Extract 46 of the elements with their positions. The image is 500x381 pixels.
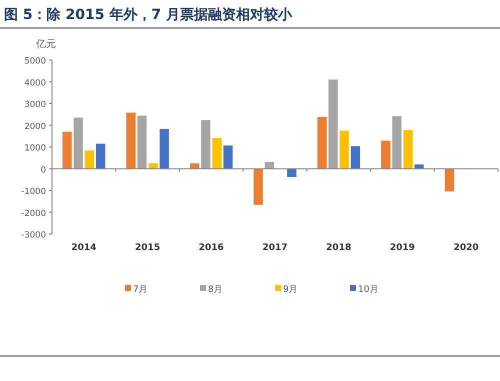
y-tick-label: 3000 [24,100,46,110]
bar [160,128,169,169]
x-tick-label: 2020 [454,243,479,253]
bar [340,130,349,169]
legend-label: 9月 [283,285,298,295]
bar [74,118,83,169]
bar [212,138,222,169]
bar [84,150,94,169]
y-tick-label: -3000 [21,230,46,240]
y-tick-label: -2000 [21,208,46,219]
bar [403,130,413,169]
legend-label: 8月 [208,285,223,295]
y-tick-label: 5000 [24,56,46,66]
chart-title: 图 5：除 2015 年外，7 月票据融资相对较小 [4,7,293,23]
bar [254,168,263,205]
legend-label: 10月 [358,285,378,295]
x-tick-label: 2018 [326,243,352,253]
bar [62,132,72,169]
bar [137,116,147,169]
bar [287,168,296,178]
bar [444,168,454,192]
bar [96,144,106,169]
legend-label: 7月 [133,285,148,295]
bar [317,116,327,169]
bar [381,140,390,169]
x-tick-label: 2015 [135,243,160,253]
x-tick-label: 2017 [262,243,288,253]
bar [414,164,424,169]
bar [148,163,158,169]
y-tick-label: 1000 [24,144,46,154]
bar [350,146,360,169]
y-axis-title: 亿元 [35,39,56,50]
y-tick-label: 2000 [24,122,46,132]
y-tick-label: 0 [40,165,46,176]
bar [223,145,233,169]
bar [190,163,200,169]
x-tick-label: 2019 [390,243,415,253]
y-tick-label: 4000 [24,78,46,88]
x-tick-label: 2014 [71,243,96,253]
bar [328,80,338,169]
bar [392,116,402,169]
bar [126,112,136,169]
bar [264,162,274,169]
x-tick-label: 2016 [198,243,224,253]
bar [201,120,210,169]
y-tick-label: -1000 [21,187,46,197]
